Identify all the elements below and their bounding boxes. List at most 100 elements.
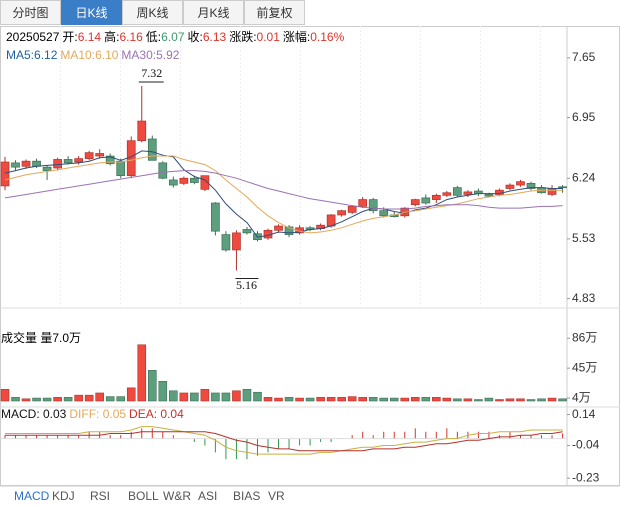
candle-body	[137, 120, 147, 142]
volume-bar	[32, 397, 41, 402]
volume-bar	[263, 397, 273, 402]
candle-body	[379, 210, 389, 217]
macd-title-item: DIFF: 0.05	[69, 407, 127, 421]
info-label: 低:	[145, 30, 162, 44]
macd-title-item: MACD: 0.03	[1, 407, 67, 421]
indicator-tab[interactable]: ASI	[198, 489, 218, 503]
indicator-tab[interactable]: BIAS	[233, 489, 261, 503]
indicator-tab[interactable]: MACD	[14, 489, 50, 503]
volume-bar	[84, 394, 94, 402]
info-label: 开:	[62, 30, 78, 44]
volume-bar	[221, 392, 231, 402]
volume-bar	[295, 397, 304, 402]
candle-body	[190, 177, 199, 183]
candle-body	[358, 199, 368, 207]
candle-body	[505, 184, 515, 189]
volume-bar	[316, 397, 325, 402]
low-label: 5.16	[236, 278, 257, 292]
high-label: 7.32	[141, 66, 162, 80]
volume-bar	[169, 390, 178, 402]
volume-bar	[347, 396, 357, 402]
period-tab[interactable]: 周K线	[122, 0, 183, 25]
period-tab[interactable]: 前复权	[244, 0, 305, 25]
volume-bar	[526, 399, 536, 402]
volume-bar	[11, 397, 20, 402]
candle-body	[21, 160, 31, 167]
info-row: 20250527 开:6.14 高:6.16 低:6.07 收:6.13 涨跌:0.01 涨…	[6, 28, 347, 45]
y-tick-label: 7.65	[572, 50, 596, 64]
ma-value: 5.92	[156, 48, 180, 62]
volume-bar	[74, 394, 83, 402]
volume-bar	[516, 398, 525, 402]
volume-bar	[0, 389, 10, 402]
candle-body	[558, 186, 567, 189]
indicator-tab[interactable]: W&R	[163, 489, 191, 503]
period-tab[interactable]: 日K线	[61, 0, 122, 25]
info-label: 高:	[104, 30, 120, 44]
candle-body	[84, 152, 94, 159]
ma-value: 6.12	[34, 48, 58, 62]
candle-body	[242, 229, 252, 234]
diff-line	[5, 426, 563, 455]
volume-bar	[42, 397, 52, 402]
volume-bar	[484, 397, 494, 402]
period-tab[interactable]: 月K线	[183, 0, 244, 25]
volume-bar	[211, 392, 220, 402]
indicator-tab[interactable]: KDJ	[52, 489, 75, 503]
candle-body	[442, 192, 452, 196]
ma-line	[4, 170, 563, 210]
volume-bar	[242, 389, 252, 402]
candle-body	[526, 183, 536, 189]
volume-bar	[558, 398, 567, 402]
candle-body	[53, 159, 62, 169]
info-label: 涨跌:	[229, 30, 257, 44]
volume-bar	[463, 398, 473, 402]
y-tick-label: -0.04	[572, 438, 600, 452]
y-tick-label: 4.83	[572, 291, 596, 305]
candle-body	[32, 160, 41, 167]
candle-body	[221, 234, 231, 251]
volume-bar	[95, 392, 104, 402]
candle-body	[463, 191, 473, 195]
candle-body	[421, 197, 431, 204]
candle-body	[147, 138, 157, 161]
volume-bar	[158, 380, 168, 402]
volume-bar	[147, 370, 157, 402]
volume-bar	[537, 398, 546, 402]
candle-body	[284, 226, 294, 235]
candle-body	[516, 181, 525, 186]
volume-bar	[116, 396, 126, 402]
indicator-tab[interactable]: VR	[268, 489, 285, 503]
info-value: 0.16%	[310, 30, 345, 44]
macd-title: MACD: 0.03 DIFF: 0.05 DEA: 0.04	[1, 407, 187, 421]
ma-name: MA5:	[6, 48, 35, 62]
volume-bar	[63, 397, 73, 402]
info-value: 6.14	[77, 30, 102, 44]
candle-body	[63, 159, 73, 164]
dea-line	[5, 431, 563, 452]
candle-body	[42, 166, 52, 171]
candle-body	[274, 225, 283, 231]
candle-body	[74, 158, 83, 163]
ma-legend: MA5:6.12 MA10:6.10 MA30:5.92	[6, 48, 182, 62]
volume-bar	[400, 397, 410, 402]
candle-body	[0, 161, 10, 187]
period-tab[interactable]: 分时图	[0, 0, 61, 25]
volume-bar	[368, 397, 378, 402]
ma-value: 6.10	[95, 48, 119, 62]
info-value: 0.01	[256, 30, 280, 44]
volume-bar	[547, 397, 557, 402]
indicator-tab[interactable]: RSI	[90, 489, 111, 503]
candle-body	[347, 206, 357, 213]
indicator-tab[interactable]: BOLL	[128, 489, 159, 503]
candle-body	[11, 162, 20, 168]
volume-bar	[453, 398, 462, 402]
candle-body	[95, 153, 105, 157]
volume-bar	[274, 397, 283, 402]
candle-body	[211, 202, 220, 232]
volume-bar	[253, 391, 262, 402]
candle-body	[484, 194, 494, 197]
candle-body	[179, 177, 189, 184]
candle-body	[168, 179, 178, 186]
